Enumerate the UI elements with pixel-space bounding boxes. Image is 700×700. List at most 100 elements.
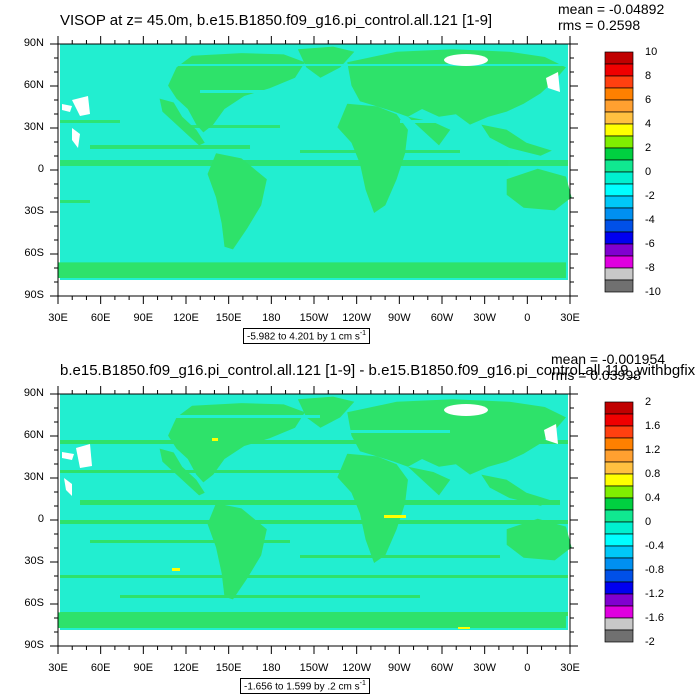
panel-1-range-text: -5.982 to 4.201 by 1 cm s <box>247 331 360 343</box>
lat-label: 0 <box>37 513 44 525</box>
colorbar-swatch <box>604 219 634 233</box>
colorbar-swatch <box>604 401 634 415</box>
colorbar-swatch <box>604 111 634 125</box>
colorbar-swatch <box>604 449 634 463</box>
lon-label: 150W <box>299 312 329 324</box>
panel-2-baltic <box>544 424 558 444</box>
panel-1-red-sea <box>72 128 80 148</box>
lat-label: 60N <box>23 79 44 91</box>
colorbar-label: 0 <box>645 166 652 178</box>
lon-label: 120W <box>342 312 372 324</box>
colorbar-label: 6 <box>645 94 652 106</box>
colorbar-swatch <box>604 135 634 149</box>
lon-label: 150E <box>215 312 242 324</box>
colorbar-swatch <box>604 461 634 475</box>
panel-2-range-exp: -1 <box>359 680 366 687</box>
colorbar-swatch <box>604 521 634 535</box>
lon-label: 120E <box>173 662 199 674</box>
lat-label: 60N <box>23 429 44 441</box>
lon-label: 30E <box>560 312 580 324</box>
lon-label: 30W <box>473 312 496 324</box>
lon-label: 90E <box>133 662 154 674</box>
colorbar-label: 1.2 <box>645 444 661 456</box>
colorbar-label: 0.8 <box>645 468 661 480</box>
panel-1-field-streaks <box>60 120 568 203</box>
lon-label: 60E <box>90 662 111 674</box>
lat-label: 60S <box>24 597 44 609</box>
colorbar-swatch <box>604 533 634 547</box>
colorbar-label: 0 <box>645 516 652 528</box>
colorbar-swatch <box>604 147 634 161</box>
colorbar-label: -1.6 <box>645 612 664 624</box>
colorbar-label: -4 <box>645 214 655 226</box>
colorbar-swatch <box>604 207 634 221</box>
colorbar-swatch <box>604 473 634 487</box>
panel-2-range-text: -1.656 to 1.599 by .2 cm s <box>244 681 360 693</box>
panel-1-rms: rms = 0.2598 <box>558 17 641 33</box>
lat-label: 0 <box>37 163 44 175</box>
lon-label: 120W <box>342 662 372 674</box>
lat-label: 90N <box>23 37 44 49</box>
colorbar-label: -2 <box>645 190 655 202</box>
colorbar-swatch <box>604 159 634 173</box>
panel-2-range-box: -1.656 to 1.599 by .2 cm s-1 <box>240 678 370 695</box>
lon-label: 60W <box>430 662 454 674</box>
panel-2-field-streaks <box>60 440 568 616</box>
colorbar-swatch <box>604 267 634 281</box>
colorbar-label: 0.4 <box>645 492 661 504</box>
colorbar-swatch <box>604 509 634 523</box>
lat-label: 30S <box>24 205 44 217</box>
colorbar-swatch <box>604 63 634 77</box>
colorbar-swatch <box>604 557 634 571</box>
colorbar-swatch <box>604 171 634 185</box>
colorbar-label: 10 <box>645 46 658 58</box>
panel-1-missing-south <box>58 281 570 296</box>
panel-2-title: b.e15.B1850.f09_g16.pi_control.all.121 [… <box>60 362 700 379</box>
lon-label: 180 <box>262 312 281 324</box>
lat-label: 90N <box>23 387 44 399</box>
colorbar-swatch <box>604 123 634 137</box>
colorbar-swatch <box>604 497 634 511</box>
lon-label: 180 <box>262 662 281 674</box>
colorbar-swatch <box>604 243 634 257</box>
panel-2-rms: rms = 0.03998 <box>551 367 641 383</box>
colorbar-swatch <box>604 195 634 209</box>
colorbar-swatch <box>604 605 634 619</box>
lat-label: 90S <box>24 289 44 301</box>
colorbar-swatch <box>604 545 634 559</box>
lon-label: 30W <box>473 662 496 674</box>
panel-1-range-box: -5.982 to 4.201 by 1 cm s-1 <box>243 328 371 345</box>
panel-2-hudson-bay <box>444 404 488 416</box>
colorbar-swatch <box>604 279 634 293</box>
lon-label: 150E <box>215 662 242 674</box>
lat-label: 90S <box>24 639 44 651</box>
panel-2-black-sea <box>62 452 74 460</box>
panel-1-colorbar <box>604 51 634 293</box>
lat-label: 30S <box>24 555 44 567</box>
colorbar-swatch <box>604 569 634 583</box>
lat-label: 60S <box>24 247 44 259</box>
panel-1-map <box>50 36 578 304</box>
colorbar-swatch <box>604 425 634 439</box>
lon-label: 30E <box>48 662 68 674</box>
lon-label: 0 <box>524 662 531 674</box>
panel-1-title: VISOP at z= 45.0m, b.e15.B1850.f09_g16.p… <box>60 12 493 29</box>
panel-2-missing-south <box>58 631 570 646</box>
colorbar-swatch <box>604 87 634 101</box>
panel-2-mean: mean = -0.001954 <box>551 351 666 367</box>
lat-label: 30N <box>23 121 44 133</box>
colorbar-swatch <box>604 75 634 89</box>
panel-2-hotspots <box>172 438 470 629</box>
colorbar-swatch <box>604 255 634 269</box>
panel-2-caspian <box>76 444 92 468</box>
colorbar-label: 1.6 <box>645 420 661 432</box>
lon-label: 90W <box>388 312 411 324</box>
lon-label: 90W <box>388 662 411 674</box>
colorbar-label: 2 <box>645 142 652 154</box>
colorbar-label: -2 <box>645 636 655 648</box>
panel-1-range-exp: -1 <box>359 330 367 337</box>
colorbar-label: -0.4 <box>645 540 664 552</box>
panel-1-caspian <box>72 96 90 116</box>
lon-label: 60E <box>90 312 111 324</box>
